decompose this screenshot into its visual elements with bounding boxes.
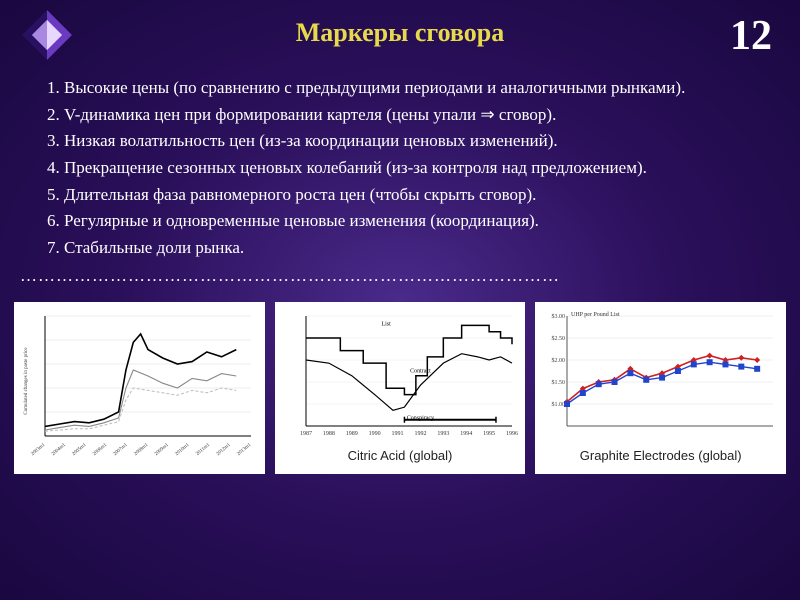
- svg-text:$1.50: $1.50: [551, 379, 565, 386]
- charts-row: 2003m12004m12005m12006m12007m12008m12009…: [0, 294, 800, 474]
- diamond-bullet-icon: [20, 8, 74, 62]
- list-item: Высокие цены (по сравнению с предыдущими…: [64, 76, 760, 101]
- chart-svg: 2003m12004m12005m12006m12007m12008m12009…: [19, 306, 259, 456]
- svg-text:1989: 1989: [346, 431, 358, 437]
- chart-panel: 1987 1988 1989 1990 1991 1992 1993 1994 1995 1996…: [275, 302, 526, 474]
- svg-text:1991: 1991: [392, 431, 404, 437]
- list-item: Низкая волатильность цен (из-за координа…: [64, 129, 760, 154]
- chart-svg: 1987 1988 1989 1990 1991 1992 1993 1994 1995 1996…: [280, 306, 520, 446]
- svg-text:$2.50: $2.50: [551, 335, 565, 342]
- svg-text:1988: 1988: [323, 431, 335, 437]
- svg-text:1993: 1993: [437, 431, 449, 437]
- list-item: Прекращение сезонных ценовых колебаний (…: [64, 156, 760, 181]
- chart-panel: 2003m12004m12005m12006m12007m12008m12009…: [14, 302, 265, 474]
- svg-text:1992: 1992: [414, 431, 426, 437]
- list-item: Стабильные доли рынка.: [64, 236, 760, 261]
- chart-caption: Graphite Electrodes (global): [580, 448, 742, 463]
- svg-text:1996: 1996: [506, 431, 518, 437]
- svg-text:UHP per Pound List: UHP per Pound List: [571, 312, 620, 318]
- dotted-separator: ………………………………………………………………………………: [20, 266, 780, 286]
- chart-svg: $1.00 $1.50 $2.00 $2.50 $3.00 UHP per Pound L…: [541, 306, 781, 446]
- list-item: V-динамика цен при формировании картеля …: [64, 103, 760, 128]
- list-item: Регулярные и одновременные ценовые измен…: [64, 209, 760, 234]
- svg-text:1994: 1994: [460, 431, 472, 437]
- chart-panel: $1.00 $1.50 $2.00 $2.50 $3.00 UHP per Pound L…: [535, 302, 786, 474]
- svg-text:1987: 1987: [300, 431, 312, 437]
- list-item: Длительная фаза равномерного роста цен (…: [64, 183, 760, 208]
- svg-text:1990: 1990: [369, 431, 381, 437]
- bullet-list: Высокие цены (по сравнению с предыдущими…: [40, 76, 760, 260]
- svg-text:$3.00: $3.00: [551, 313, 565, 320]
- svg-text:Conspiracy: Conspiracy: [407, 416, 434, 422]
- svg-text:$1.00: $1.00: [551, 401, 565, 408]
- svg-text:Cumulated changes in paste pri: Cumulated changes in paste price: [24, 347, 29, 415]
- svg-text:List: List: [381, 322, 391, 328]
- svg-text:$2.00: $2.00: [551, 357, 565, 364]
- slide-title: Маркеры сговора: [0, 0, 800, 48]
- svg-text:1995: 1995: [483, 431, 495, 437]
- slide-number: 12: [730, 12, 772, 60]
- chart-caption: Citric Acid (global): [348, 448, 453, 463]
